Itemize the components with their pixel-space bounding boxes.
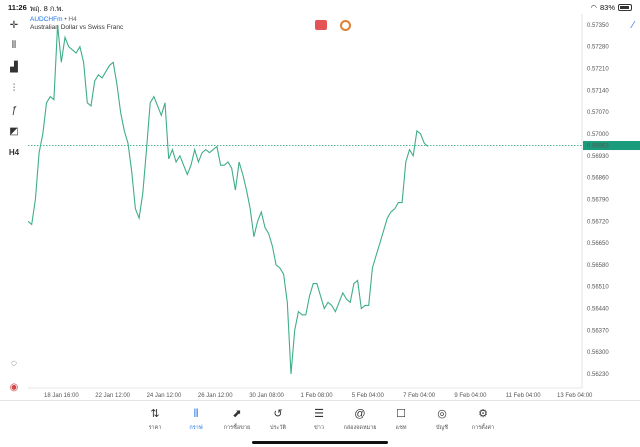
time-tick-label: 24 Jan 12:00: [147, 393, 182, 399]
price-tick-label: 0.56790: [587, 197, 609, 203]
zoom-icon[interactable]: ◌: [11, 358, 17, 369]
pencil-icon[interactable]: ⁄: [632, 20, 634, 31]
symbol-name: AUDCHFm: [30, 16, 63, 23]
chat-icon: ☐: [396, 408, 406, 420]
tab-mailbox[interactable]: @ กล่องจดหมาย: [340, 407, 380, 432]
price-series-line: [28, 24, 429, 375]
symbol-description: Australian Dollar vs Swiss Franc: [30, 24, 124, 31]
function-icon[interactable]: ƒ: [11, 105, 17, 116]
news-icon: ☰: [314, 408, 324, 420]
indicators-icon[interactable]: ▟: [10, 62, 18, 73]
time-axis: 18 Jan 16:00 22 Jan 12:00 24 Jan 12:00 26 J…: [44, 393, 593, 399]
price-axis: 0.57350 0.57280 0.57210 0.57140 0.57070 0.570…: [587, 23, 609, 378]
time-tick-label: 22 Jan 12:00: [95, 393, 130, 399]
tab-chart[interactable]: ⫴ กราฟ: [176, 407, 216, 432]
price-tick-label: 0.56300: [587, 350, 609, 356]
price-tick-label: 0.56440: [587, 307, 609, 313]
time-tick-label: 30 Jan 08:00: [249, 393, 284, 399]
tab-settings[interactable]: ⚙ การตั้งค่า: [463, 407, 503, 432]
symbol-title: AUDCHFm • H4: [30, 16, 77, 23]
tab-label: การซื้อขาย: [223, 425, 251, 431]
tab-news[interactable]: ☰ ข่าว: [299, 407, 339, 432]
battery-icon: [618, 4, 632, 11]
current-price-label: 0.56963: [587, 144, 609, 150]
price-tick-label: 0.57140: [587, 88, 609, 94]
status-bar: 11:26 พฤ. 8 ก.พ. ◠ 83%: [0, 0, 640, 14]
status-date: พฤ. 8 ก.พ.: [30, 4, 64, 13]
symbol-timeframe: • H4: [64, 16, 77, 23]
price-tick-label: 0.56230: [587, 372, 609, 378]
time-tick-label: 18 Jan 16:00: [44, 393, 79, 399]
settings-sliders-icon[interactable]: ⫶: [12, 83, 16, 94]
status-time: 11:26: [8, 3, 27, 12]
wifi-icon: ◠: [590, 3, 597, 12]
price-tick-label: 0.57350: [587, 23, 609, 29]
price-tick-label: 0.56650: [587, 241, 609, 247]
time-tick-label: 11 Feb 04:00: [506, 393, 542, 399]
signal-icon[interactable]: [340, 20, 351, 31]
chart-type-icon[interactable]: ⫴: [11, 40, 17, 51]
tab-label: ประวัติ: [269, 425, 287, 431]
price-tick-label: 0.57210: [587, 67, 609, 73]
tab-label: ข่าว: [314, 425, 324, 431]
one-click-trading-icon[interactable]: [315, 20, 327, 30]
price-tick-label: 0.56860: [587, 176, 609, 182]
time-tick-label: 7 Feb 04:00: [403, 393, 436, 399]
price-tick-label: 0.56580: [587, 263, 609, 269]
tab-chat[interactable]: ☐ แชท: [381, 407, 421, 432]
gear-icon: ⚙: [478, 408, 488, 420]
tab-label: ราคา: [148, 425, 162, 431]
price-tick-label: 0.56510: [587, 285, 609, 291]
tab-label: การตั้งค่า: [471, 425, 495, 431]
objects-icon[interactable]: ◩: [9, 126, 19, 137]
price-tick-label: 0.56930: [587, 154, 609, 160]
battery-percent: 83%: [599, 3, 615, 12]
tab-label: แชท: [395, 425, 407, 431]
time-tick-label: 26 Jan 12:00: [198, 393, 233, 399]
app-logo-icon[interactable]: ◉: [9, 382, 19, 393]
price-chart[interactable]: 0.57350 0.57280 0.57210 0.57140 0.57070 0.570…: [28, 14, 640, 400]
left-toolbar: ✛ ⫴ ▟ ⫶ ƒ ◩ H4 ◌ ◉: [0, 14, 28, 400]
price-tick-label: 0.56370: [587, 328, 609, 334]
chart-area[interactable]: AUDCHFm • H4 Australian Dollar vs Swiss …: [28, 14, 640, 400]
tab-label: บัญชี: [436, 425, 448, 431]
time-tick-label: 1 Feb 08:00: [301, 393, 334, 399]
tab-trade[interactable]: ⬈ การซื้อขาย: [217, 407, 257, 432]
price-tick-label: 0.56720: [587, 219, 609, 225]
price-tick-label: 0.57070: [587, 110, 609, 116]
price-tick-label: 0.57280: [587, 45, 609, 51]
arrows-updown-icon: ⇅: [150, 408, 160, 420]
account-icon: ◎: [437, 408, 447, 420]
at-icon: @: [354, 408, 366, 420]
crosshair-icon[interactable]: ✛: [9, 20, 19, 31]
time-tick-label: 13 Feb 04:00: [557, 393, 593, 399]
time-tick-label: 5 Feb 04:00: [352, 393, 385, 399]
tab-label: กราฟ: [189, 425, 203, 431]
status-right: ◠ 83%: [590, 3, 632, 12]
home-indicator[interactable]: [252, 441, 388, 444]
tab-quotes[interactable]: ⇅ ราคา: [135, 407, 175, 432]
candles-icon: ⫴: [193, 408, 199, 420]
tab-history[interactable]: ↺ ประวัติ: [258, 407, 298, 432]
current-price-box: [583, 141, 640, 151]
bottom-tabbar: ⇅ ราคา ⫴ กราฟ ⬈ การซื้อขาย ↺ ประวัติ ☰ ข…: [0, 400, 640, 447]
tab-label: กล่องจดหมาย: [343, 425, 377, 431]
tab-account[interactable]: ◎ บัญชี: [422, 407, 462, 432]
timeframe-h4[interactable]: H4: [8, 148, 20, 157]
trade-chart-icon: ⬈: [232, 408, 242, 420]
history-icon: ↺: [273, 408, 283, 420]
time-tick-label: 9 Feb 04:00: [454, 393, 487, 399]
price-tick-label: 0.57000: [587, 132, 609, 138]
